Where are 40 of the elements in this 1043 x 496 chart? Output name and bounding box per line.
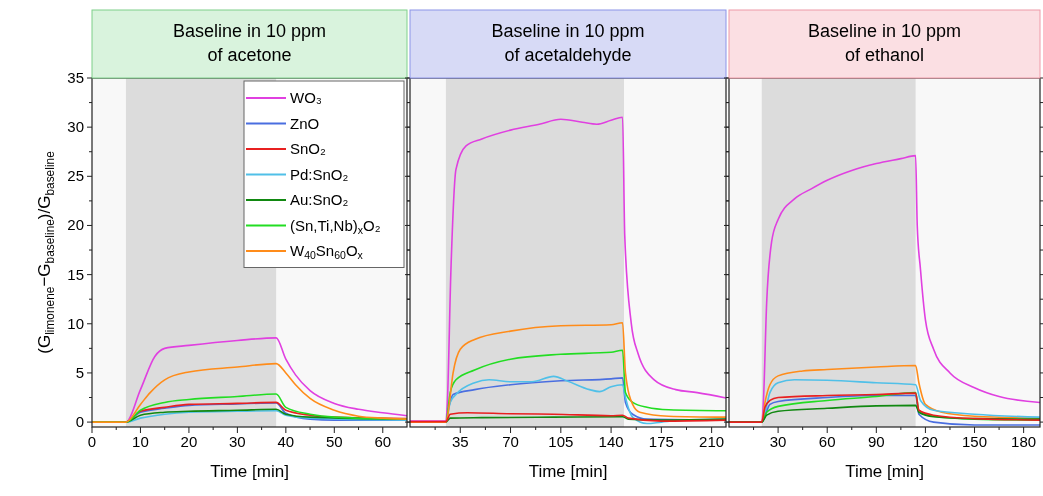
legend-label: Au:SnO₂ [290, 191, 349, 208]
x-tick-label: 50 [325, 433, 343, 450]
x-tick-label: 90 [867, 433, 885, 450]
y-tick-label: 15 [67, 265, 84, 283]
x-tick-label: 20 [180, 433, 198, 450]
legend-label: ZnO [290, 114, 320, 132]
y-tick-label: 20 [67, 216, 84, 234]
x-tick-label: 35 [451, 433, 469, 450]
x-tick-label: 175 [648, 433, 674, 450]
x-tick-label: 120 [912, 433, 938, 450]
legend-label: SnO₂ [290, 140, 327, 157]
chart-title: Baseline in 10 ppm of acetaldehyde [491, 21, 645, 65]
x-axis-title: Time [min] [528, 462, 608, 481]
x-tick-label: 140 [598, 433, 624, 450]
chart-title: Baseline in 10 ppm of ethanol [807, 21, 962, 65]
y-tick-label: 0 [75, 413, 84, 431]
legend-label: (Sn,Ti,Nb)$_{x}$O₂ [290, 216, 381, 236]
x-tick-label: 10 [132, 433, 149, 450]
x-tick-label: 60 [818, 433, 836, 450]
x-tick-label: 30 [229, 433, 246, 450]
x-tick-label: 70 [502, 433, 519, 450]
chart-title: Baseline in 10 ppm of acetone [172, 21, 327, 65]
legend-label: WO₃ [290, 89, 322, 106]
y-tick-label: 30 [67, 118, 84, 136]
x-tick-label: 60 [374, 433, 392, 450]
y-tick-label: 10 [67, 314, 84, 332]
legend-label: Pd:SnO₂ [290, 165, 349, 183]
x-axis-title: Time [min] [845, 462, 924, 481]
x-tick-label: 40 [277, 433, 295, 450]
y-tick-label: 5 [75, 363, 84, 381]
x-axis-title: Time [min] [210, 462, 289, 481]
legend-label: W$_{40}$Sn$_{60}$O$_{x}$ [290, 242, 364, 262]
x-tick-label: 180 [1011, 433, 1037, 450]
x-tick-label: 0 [87, 433, 97, 450]
y-tick-label: 35 [67, 69, 84, 86]
x-tick-label: 210 [699, 433, 725, 450]
x-tick-label: 150 [962, 433, 988, 450]
x-tick-label: 30 [769, 433, 787, 450]
x-tick-label: 105 [548, 433, 574, 450]
y-tick-label: 25 [67, 167, 84, 185]
